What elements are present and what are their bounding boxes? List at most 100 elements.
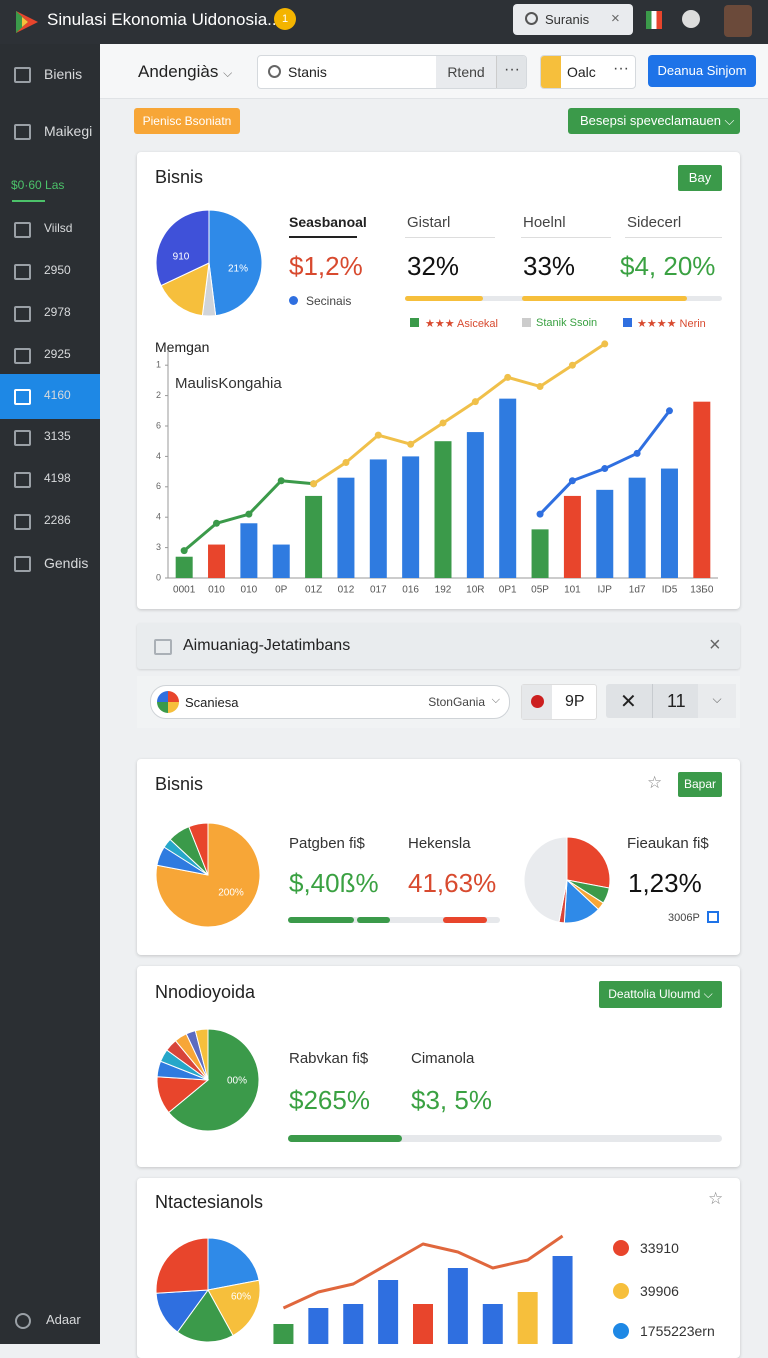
card-dropdown[interactable]: Deattolia Uloumd ⌵ — [599, 981, 722, 1008]
dropdown-text: Deattolia Uloumd — [608, 987, 701, 1001]
stat-label: Hekensla — [408, 835, 471, 852]
avatar[interactable] — [724, 5, 752, 37]
legend-text: 39906 — [640, 1283, 679, 1299]
progress-fill — [357, 917, 390, 923]
progress-fill — [522, 296, 687, 301]
clear-icon: × — [611, 10, 620, 27]
nav-item[interactable]: Gendis — [44, 555, 89, 571]
nav-icon — [14, 472, 31, 488]
decoration — [652, 684, 653, 718]
legend-text: 33910 — [640, 1240, 679, 1256]
star-button[interactable]: ☆ — [708, 1189, 724, 1208]
card-button[interactable]: Bapar — [678, 772, 722, 797]
select-text: Scaniesa — [185, 695, 239, 710]
search-text[interactable]: Stanis — [288, 64, 327, 80]
calc-group: Oalc ··· — [540, 55, 636, 89]
card-title: Nnodioyoida — [155, 982, 256, 1002]
nav-item[interactable]: 4198 — [44, 471, 71, 485]
nav-item[interactable]: 3135 — [44, 429, 71, 443]
card-button[interactable]: Bay — [678, 165, 722, 191]
select-option: StonGania — [428, 695, 485, 709]
nav-item[interactable]: 2950 — [44, 263, 71, 277]
search-group: Stanis Rtend ··· — [257, 55, 527, 89]
notice-text: Aimuaniag-Jetatimbans — [183, 637, 351, 654]
stat-label: Patgben ﬁ$ — [289, 835, 365, 852]
primary-button[interactable]: Deanua Sinjom — [648, 55, 756, 87]
stat-value: 41,63% — [408, 868, 497, 898]
close-button[interactable]: × — [709, 634, 721, 656]
progress-track — [288, 1135, 722, 1142]
nav-item[interactable]: Viilsd — [44, 221, 73, 235]
filter-dropdown[interactable]: Besepsi speveclamauen ⌵ — [568, 108, 740, 134]
nav-icon — [15, 1313, 31, 1329]
stat-value: 33% — [523, 251, 576, 281]
nav-footer[interactable]: Adaar — [46, 1312, 81, 1327]
decoration: ⌵ — [223, 66, 233, 80]
nav-icon — [14, 430, 31, 446]
legend-text: Stanik Ssoin — [536, 317, 598, 329]
app-title: Sinulasi Ekonomia Uidonosia... — [47, 10, 282, 29]
stat-value: $4, 20% — [620, 251, 716, 281]
nav-icon — [14, 264, 31, 280]
clear-button[interactable]: ✕ — [620, 691, 637, 713]
select-icon — [157, 691, 179, 713]
legend-dot — [613, 1323, 629, 1339]
tab-underline — [289, 236, 357, 238]
search-box[interactable]: Suranis × — [513, 4, 633, 35]
chart-subtitle: MaulisKongahia — [175, 375, 282, 392]
counter-box: ✕ 11 ⌵ — [606, 684, 736, 718]
legend-swatch — [623, 318, 632, 327]
stat-label: Seasbanoal — [289, 214, 367, 230]
select[interactable]: Scaniesa StonGania ⌵ — [150, 685, 510, 719]
card-title: Bisnis — [155, 167, 204, 187]
divider — [521, 237, 611, 238]
nav-item[interactable]: 4160 — [44, 388, 71, 402]
notice-icon — [154, 639, 172, 655]
legend-dot — [289, 296, 298, 305]
card-title: Ntactesianols — [155, 1192, 264, 1212]
nav-item[interactable]: Maikegi — [44, 123, 93, 139]
nav-item[interactable]: $0·60 Las — [11, 178, 65, 192]
stat-value: $3, 5% — [411, 1085, 492, 1115]
nav-item[interactable]: Bienis — [44, 66, 83, 82]
active-item-bg — [0, 374, 100, 419]
star-button[interactable]: ☆ — [647, 773, 663, 792]
notice-bar: Aimuaniag-Jetatimbans × — [137, 623, 740, 669]
legend-text: ★★★ Asicekal — [425, 318, 498, 330]
nav-icon — [14, 514, 31, 530]
search-text: Suranis — [545, 12, 590, 27]
legend-swatch — [410, 318, 419, 327]
nav-item[interactable]: 2978 — [44, 305, 71, 319]
legend-dot — [613, 1283, 629, 1299]
stat-label: Gistarl — [407, 214, 451, 231]
nav-icon — [14, 389, 31, 405]
more-button[interactable]: ··· — [613, 60, 629, 77]
stat-label: Hoelnl — [523, 214, 566, 231]
stat-value: $265% — [289, 1085, 370, 1115]
user-icon[interactable] — [682, 10, 700, 28]
progress-fill — [405, 296, 483, 301]
note-icon — [707, 911, 719, 923]
search-icon — [525, 12, 538, 25]
progress-track — [288, 917, 500, 923]
progress-fill — [288, 917, 354, 923]
more-button[interactable]: ··· — [496, 56, 526, 88]
progress-fill — [443, 917, 487, 923]
top-bar: Sinulasi Ekonomia Uidonosia... 1 Suranis… — [0, 0, 768, 44]
nav-item[interactable]: 2925 — [44, 347, 71, 361]
legend-text: ★★★★ Nerin — [637, 318, 706, 330]
calc-text[interactable]: Oalc — [567, 64, 596, 80]
nav-icon — [14, 67, 31, 83]
legend-text: Secinais — [306, 294, 352, 308]
sidebar: Bienis Maikegi $0·60 Las Viilsd 2950 2978 2925… — [0, 44, 100, 1344]
nav-icon — [14, 556, 31, 572]
badge: 1 — [274, 8, 296, 30]
tab[interactable]: Rtend — [436, 56, 496, 88]
calc-icon — [541, 56, 561, 88]
decoration — [22, 17, 28, 27]
dropdown-button[interactable]: ⌵ — [698, 684, 736, 718]
flag-icon — [646, 11, 662, 29]
nav-item[interactable]: 2286 — [44, 513, 71, 527]
logo — [16, 11, 38, 33]
dropdown[interactable]: Andengiàs ⌵ — [138, 62, 232, 82]
